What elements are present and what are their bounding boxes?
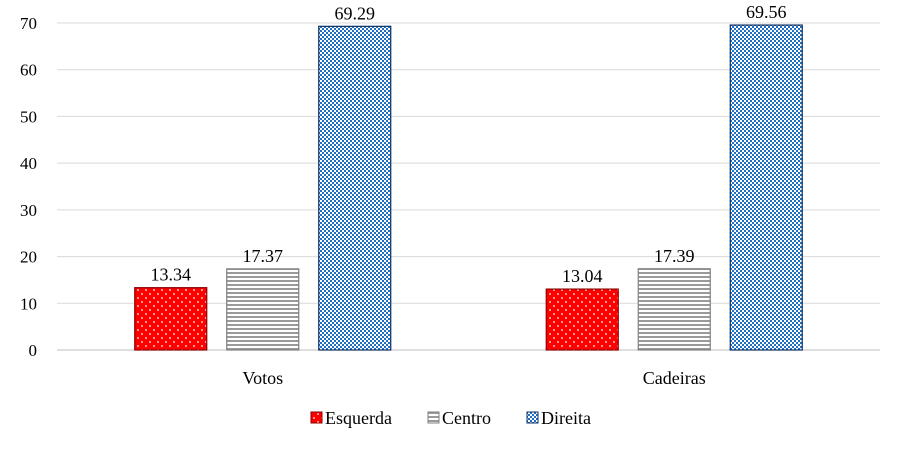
y-tick-label: 50	[20, 107, 37, 126]
y-tick-label: 10	[20, 294, 37, 313]
y-tick-label: 20	[20, 248, 37, 267]
x-axis: Votos Cadeiras	[242, 368, 705, 388]
legend-label-centro: Centro	[442, 408, 491, 428]
x-category-label: Votos	[242, 368, 283, 388]
data-label: 13.34	[151, 265, 192, 285]
legend-swatch-centro	[427, 411, 440, 424]
data-label: 13.04	[562, 266, 603, 286]
bar-direita-cadeiras	[729, 24, 803, 351]
bar-direita-votos	[318, 25, 392, 351]
y-tick-label: 30	[20, 201, 37, 220]
x-category-label: Cadeiras	[643, 368, 706, 388]
legend-swatch-direita	[526, 411, 539, 424]
y-tick-label: 70	[20, 14, 37, 33]
data-labels: 13.34 17.37 69.29 13.04 17.39 69.56	[151, 2, 787, 286]
data-label: 17.37	[243, 246, 284, 266]
bar-esquerda-cadeiras	[545, 288, 619, 351]
data-label: 69.29	[335, 3, 376, 23]
legend: Esquerda Centro Direita	[310, 408, 591, 428]
y-tick-label: 40	[20, 154, 37, 173]
bar-centro-votos	[226, 268, 300, 351]
y-tick-label: 60	[20, 61, 37, 80]
legend-label-direita: Direita	[541, 408, 591, 428]
bars	[134, 24, 803, 351]
legend-label-esquerda: Esquerda	[325, 408, 392, 428]
legend-swatch-esquerda	[310, 411, 323, 424]
data-label: 17.39	[654, 246, 695, 266]
bar-esquerda-votos	[134, 287, 208, 351]
bar-centro-cadeiras	[637, 268, 711, 351]
y-tick-label: 0	[29, 341, 38, 360]
y-axis: 0 10 20 30 40 50 60 70	[20, 14, 37, 360]
data-label: 69.56	[746, 2, 787, 22]
